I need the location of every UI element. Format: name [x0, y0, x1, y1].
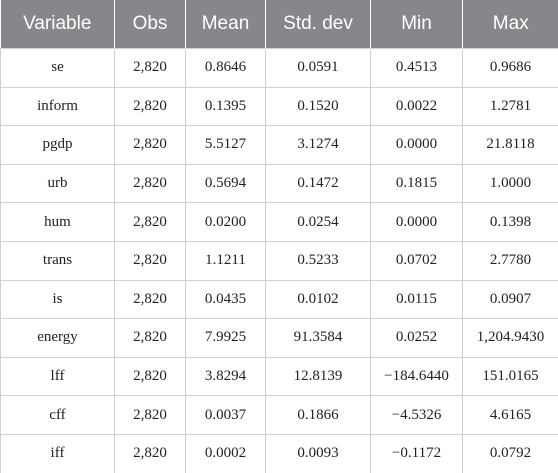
value-cell: 2,820: [114, 433, 186, 473]
value-cell: 2.7780: [462, 240, 558, 281]
value-cell: 0.0200: [185, 202, 266, 242]
table-row: energy 2,820 7.9925 91.3584 0.0252 1,204.9430: [0, 318, 558, 358]
value-cell: 0.0254: [265, 202, 371, 242]
value-cell: 0.0702: [370, 240, 463, 281]
value-cell: 0.0002: [185, 433, 266, 473]
variable-cell: trans: [0, 240, 115, 281]
table-row: hum 2,820 0.0200 0.0254 0.0000 0.1398: [0, 202, 558, 242]
value-cell: 0.0907: [462, 279, 558, 320]
table-row: is 2,820 0.0435 0.0102 0.0115 0.0907: [0, 279, 558, 320]
table-row: trans 2,820 1.1211 0.5233 0.0702 2.7780: [0, 240, 558, 281]
table-row: cff 2,820 0.0037 0.1866 −4.5326 4.6165: [0, 395, 558, 435]
value-cell: 3.8294: [185, 356, 266, 397]
value-cell: 0.0037: [185, 395, 266, 435]
value-cell: 1.2781: [462, 86, 558, 127]
value-cell: 0.8646: [185, 48, 266, 88]
value-cell: 0.0000: [370, 125, 463, 165]
value-cell: 0.1866: [265, 395, 371, 435]
table-row: inform 2,820 0.1395 0.1520 0.0022 1.2781: [0, 86, 558, 127]
variable-cell: energy: [0, 318, 115, 358]
variable-cell: inform: [0, 86, 115, 127]
table-row: pgdp 2,820 5.5127 3.1274 0.0000 21.8118: [0, 125, 558, 165]
variable-cell: iff: [0, 433, 115, 473]
value-cell: 0.0000: [370, 202, 463, 242]
variable-cell: urb: [0, 163, 115, 204]
value-cell: 12.8139: [265, 356, 371, 397]
value-cell: 0.0591: [265, 48, 371, 88]
header-cell: Obs: [114, 0, 186, 49]
table-row: se 2,820 0.8646 0.0591 0.4513 0.9686: [0, 48, 558, 88]
value-cell: 3.1274: [265, 125, 371, 165]
value-cell: 0.5233: [265, 240, 371, 281]
header-row: Variable Obs Mean Std. dev Min Max: [0, 0, 558, 49]
value-cell: 2,820: [114, 356, 186, 397]
value-cell: 0.0115: [370, 279, 463, 320]
table-row: lff 2,820 3.8294 12.8139 −184.6440 151.0165: [0, 356, 558, 397]
value-cell: −0.1172: [370, 433, 463, 473]
value-cell: 0.1398: [462, 202, 558, 242]
value-cell: 0.0435: [185, 279, 266, 320]
value-cell: 0.0093: [265, 433, 371, 473]
value-cell: 5.5127: [185, 125, 266, 165]
table-row: urb 2,820 0.5694 0.1472 0.1815 1.0000: [0, 163, 558, 204]
value-cell: 0.0252: [370, 318, 463, 358]
value-cell: 2,820: [114, 240, 186, 281]
header-cell: Max: [462, 0, 558, 49]
variable-cell: hum: [0, 202, 115, 242]
header-cell: Min: [370, 0, 463, 49]
value-cell: 4.6165: [462, 395, 558, 435]
value-cell: 0.4513: [370, 48, 463, 88]
variable-cell: lff: [0, 356, 115, 397]
value-cell: 0.1472: [265, 163, 371, 204]
value-cell: 0.1520: [265, 86, 371, 127]
header-cell: Mean: [185, 0, 266, 49]
value-cell: 0.9686: [462, 48, 558, 88]
table-body: se 2,820 0.8646 0.0591 0.4513 0.9686 inform 2,8…: [0, 48, 558, 473]
variable-cell: is: [0, 279, 115, 320]
value-cell: 2,820: [114, 48, 186, 88]
value-cell: 0.0022: [370, 86, 463, 127]
value-cell: 0.1395: [185, 86, 266, 127]
value-cell: 0.5694: [185, 163, 266, 204]
value-cell: 2,820: [114, 163, 186, 204]
value-cell: 2,820: [114, 279, 186, 320]
value-cell: 2,820: [114, 86, 186, 127]
value-cell: 1.1211: [185, 240, 266, 281]
variable-cell: se: [0, 48, 115, 88]
value-cell: 1.0000: [462, 163, 558, 204]
value-cell: 2,820: [114, 125, 186, 165]
value-cell: −184.6440: [370, 356, 463, 397]
value-cell: 91.3584: [265, 318, 371, 358]
value-cell: 0.0792: [462, 433, 558, 473]
table-row: iff 2,820 0.0002 0.0093 −0.1172 0.0792: [0, 433, 558, 473]
value-cell: 2,820: [114, 395, 186, 435]
value-cell: 2,820: [114, 318, 186, 358]
value-cell: 2,820: [114, 202, 186, 242]
value-cell: −4.5326: [370, 395, 463, 435]
value-cell: 0.0102: [265, 279, 371, 320]
value-cell: 7.9925: [185, 318, 266, 358]
value-cell: 0.1815: [370, 163, 463, 204]
variable-cell: cff: [0, 395, 115, 435]
variable-cell: pgdp: [0, 125, 115, 165]
value-cell: 1,204.9430: [462, 318, 558, 358]
header-cell: Std. dev: [265, 0, 371, 49]
value-cell: 21.8118: [462, 125, 558, 165]
header-cell: Variable: [0, 0, 115, 49]
value-cell: 151.0165: [462, 356, 558, 397]
